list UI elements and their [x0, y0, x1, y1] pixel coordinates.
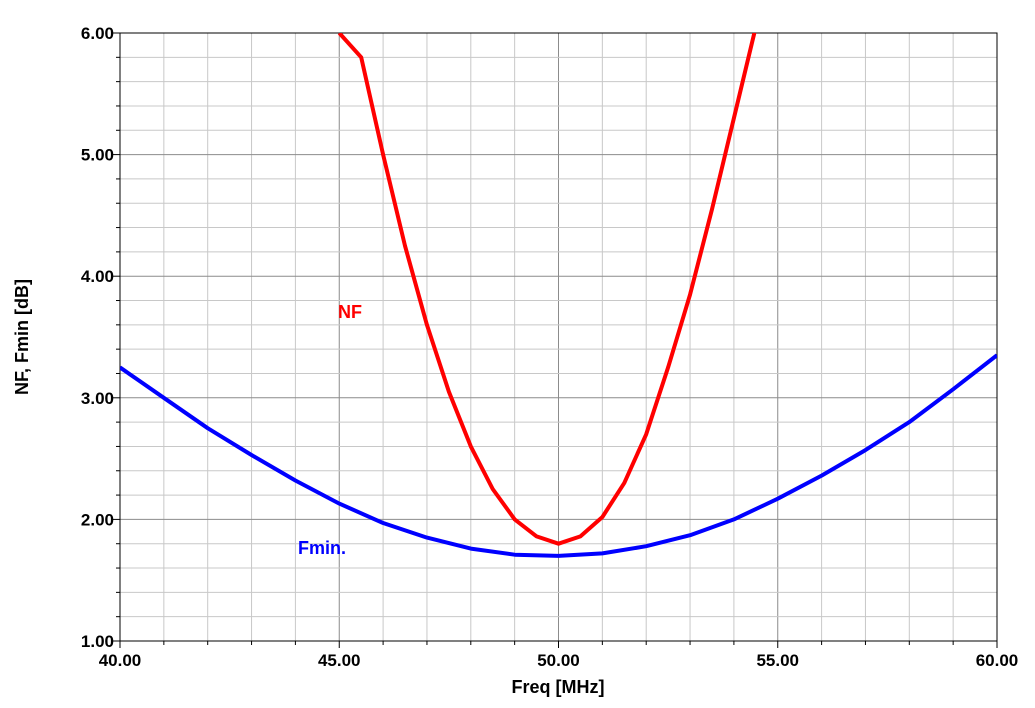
x-tick-label: 55.00: [756, 651, 799, 670]
series-label-fmin: Fmin.: [298, 538, 346, 558]
x-tick-label: 60.00: [976, 651, 1019, 670]
series-lines: [120, 33, 997, 558]
series-label-nf: NF: [338, 302, 362, 322]
x-tick-label: 50.00: [537, 651, 580, 670]
series-line-nf: [337, 33, 757, 546]
x-tick-label: 40.00: [99, 651, 142, 670]
grid: [120, 33, 997, 641]
y-tick-label: 6.00: [81, 24, 114, 43]
y-tick-label: 4.00: [81, 267, 114, 286]
y-tick-label: 2.00: [81, 510, 114, 529]
y-axis-title: NF, Fmin [dB]: [12, 279, 32, 395]
series-line-fmin: [120, 353, 997, 558]
y-tick-label: 1.00: [81, 632, 114, 651]
y-tick-labels: 1.00 2.00 3.00 4.00 5.00 6.00: [81, 24, 114, 651]
y-tick-label: 3.00: [81, 389, 114, 408]
x-axis-title: Freq [MHz]: [512, 677, 605, 697]
x-tick-label: 45.00: [318, 651, 361, 670]
x-tick-labels: 40.00 45.00 50.00 55.00 60.00: [99, 651, 1019, 670]
axis-ticks: [113, 32, 998, 648]
y-tick-label: 5.00: [81, 146, 114, 165]
